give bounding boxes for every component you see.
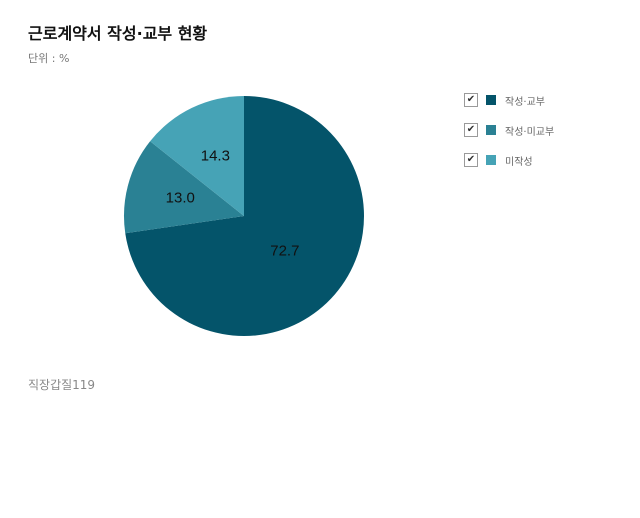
pie-slice-1[interactable] [123, 141, 244, 234]
legend-label: 작성·교부 [505, 96, 545, 108]
data-label-2: 14.3 [201, 148, 230, 165]
checkbox-icon[interactable]: ✔ [464, 153, 478, 167]
legend-swatch [486, 125, 496, 135]
checkbox-icon[interactable]: ✔ [464, 93, 478, 107]
legend-item-2[interactable]: ✔ 미작성 [464, 152, 554, 168]
data-label-0: 72.7 [270, 242, 299, 259]
unit-label: 단위 : % [28, 52, 70, 65]
legend: ✔ 작성·교부 ✔ 작성·미교부 ✔ 미작성 [464, 92, 554, 182]
legend-item-1[interactable]: ✔ 작성·미교부 [464, 122, 554, 138]
legend-item-0[interactable]: ✔ 작성·교부 [464, 92, 554, 108]
legend-swatch [486, 155, 496, 165]
pie-slice-2[interactable] [150, 96, 244, 216]
legend-label: 작성·미교부 [505, 126, 555, 138]
pie-chart: 72.7 13.0 14.3 [123, 96, 364, 336]
legend-swatch [486, 95, 496, 105]
legend-label: 미작성 [505, 156, 533, 168]
source-label: 직장갑질119 [28, 378, 96, 392]
checkbox-icon[interactable]: ✔ [464, 123, 478, 137]
data-label-1: 13.0 [166, 190, 195, 207]
chart-title: 근로계약서 작성·교부 현황 [28, 24, 208, 43]
pie-slice-0[interactable] [125, 96, 364, 336]
